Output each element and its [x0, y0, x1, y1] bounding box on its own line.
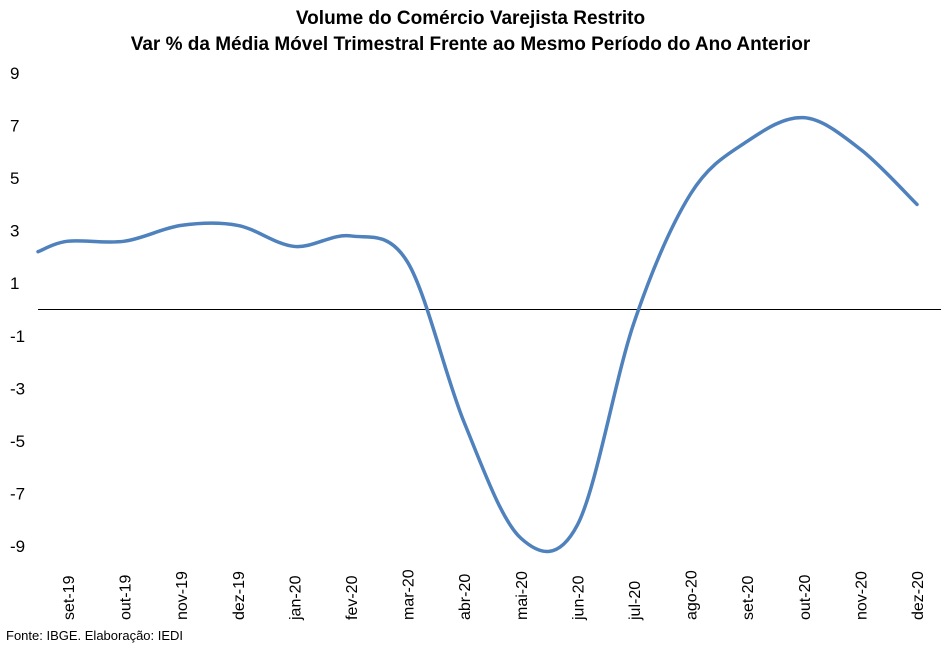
x-tick-label: set-20 [740, 575, 757, 620]
x-tick-label: nov-20 [853, 571, 870, 620]
x-tick-label: jun-20 [570, 575, 587, 621]
x-tick-label: nov-19 [174, 571, 191, 620]
x-tick-label: jan-20 [287, 575, 304, 621]
x-tick-label: dez-19 [231, 571, 248, 620]
x-tick-label: jul-20 [627, 581, 644, 621]
y-tick-label: 9 [10, 64, 19, 83]
x-tick-label: out-19 [118, 575, 135, 620]
y-tick-label: -5 [10, 432, 25, 451]
x-tick-label: out-20 [797, 575, 814, 620]
x-tick-label: dez-20 [910, 571, 927, 620]
y-tick-label: -1 [10, 327, 25, 346]
x-tick-label: mai-20 [514, 571, 531, 620]
y-tick-label: 5 [10, 169, 19, 188]
x-tick-label: abr-20 [457, 574, 474, 620]
chart-title: Volume do Comércio Varejista Restrito [295, 8, 646, 29]
x-tick-label: ago-20 [684, 570, 701, 620]
series-line [36, 115, 919, 554]
y-tick-label: -7 [10, 484, 25, 503]
chart-subtitle: Var % da Média Móvel Trimestral Frente a… [130, 34, 811, 55]
y-tick-label: -9 [10, 537, 25, 556]
y-tick-label: 1 [10, 274, 19, 293]
x-tick-label: mar-20 [401, 569, 418, 620]
y-tick-label: 7 [10, 117, 19, 136]
y-tick-label: -3 [10, 379, 25, 398]
y-tick-label: 3 [10, 222, 19, 241]
x-tick-label: set-19 [61, 575, 78, 620]
source-note: Fonte: IBGE. Elaboração: IEDI [6, 628, 184, 643]
x-tick-label: fev-20 [344, 575, 361, 620]
